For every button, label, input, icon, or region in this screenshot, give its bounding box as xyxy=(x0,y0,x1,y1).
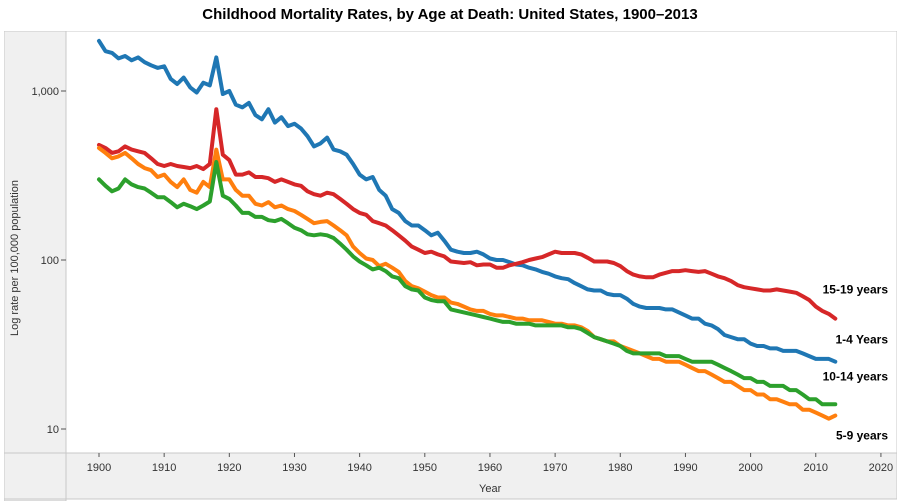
series-label-10-14-years: 10-14 years xyxy=(823,369,889,383)
series-lines xyxy=(97,38,838,421)
x-tick-label: 1960 xyxy=(478,462,502,474)
x-tick-label: 1980 xyxy=(608,462,632,474)
series-labels: 1-4 Years 15-19 years 5-9 years 10-14 years xyxy=(823,283,889,443)
y-tick-label: 10 xyxy=(47,424,59,436)
chart-frame: 10 100 1,000 1900 1910 1920 1930 1940 1950 1960 1… xyxy=(4,31,897,501)
x-tick-label: 1920 xyxy=(217,462,241,474)
y-axis: 10 100 1,000 xyxy=(31,86,66,436)
series-line-15-19-years xyxy=(97,107,838,321)
series-line-5-9-years xyxy=(97,146,838,421)
x-tick-label: 1910 xyxy=(152,462,176,474)
plot-area xyxy=(65,31,897,454)
series-label-1-4-years: 1-4 Years xyxy=(836,333,889,347)
series-label-5-9-years: 5-9 years xyxy=(836,429,888,443)
x-tick-label: 1900 xyxy=(87,462,111,474)
y-tick-label: 1,000 xyxy=(31,86,59,98)
series-line-1-4-years xyxy=(97,38,838,364)
x-axis-panel xyxy=(65,452,897,500)
x-tick-label: 1990 xyxy=(673,462,697,474)
chart-title: Childhood Mortality Rates, by Age at Dea… xyxy=(202,6,698,23)
x-tick-label: 1970 xyxy=(543,462,567,474)
x-tick-label: 1930 xyxy=(282,462,306,474)
x-tick-label: 1950 xyxy=(413,462,437,474)
y-tick-label: 100 xyxy=(41,255,59,267)
y-axis-title: Log rate per 100,000 population xyxy=(9,180,21,336)
x-tick-label: 2000 xyxy=(738,462,762,474)
x-axis: 1900 1910 1920 1930 1940 1950 1960 1970 1980 1990… xyxy=(87,453,893,474)
series-line-10-14-years xyxy=(97,160,838,407)
x-tick-label: 2020 xyxy=(869,462,893,474)
x-axis-title: Year xyxy=(479,483,502,495)
series-label-15-19-years: 15-19 years xyxy=(823,283,889,297)
corner-panel xyxy=(4,452,67,500)
x-tick-label: 2010 xyxy=(804,462,828,474)
x-tick-label: 1940 xyxy=(347,462,371,474)
